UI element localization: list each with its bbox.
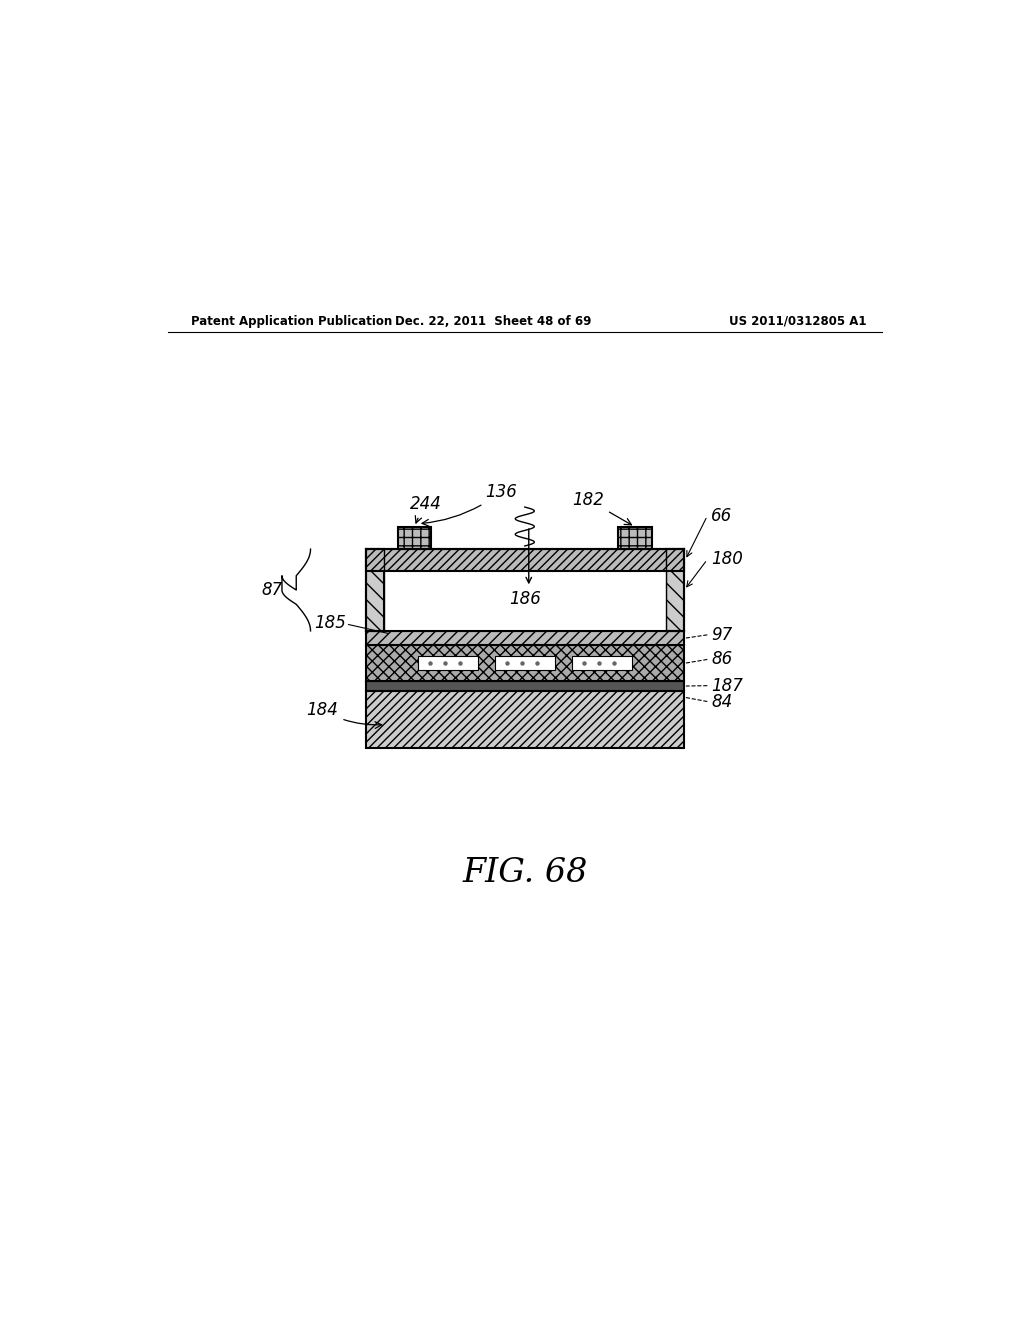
Bar [495,656,555,671]
Text: 84: 84 [712,693,732,710]
Bar [367,645,684,681]
Text: US 2011/0312805 A1: US 2011/0312805 A1 [728,315,866,327]
Bar [572,656,632,671]
Text: 66: 66 [712,507,732,525]
Text: 187: 187 [712,677,743,694]
Text: 184: 184 [306,701,382,729]
Bar [367,549,684,572]
Bar [666,549,684,631]
Text: 86: 86 [712,651,732,668]
Bar [397,527,431,549]
Text: 180: 180 [712,550,743,569]
Text: Patent Application Publication: Patent Application Publication [191,315,393,327]
Bar [618,527,652,549]
Bar [384,549,666,631]
Bar [418,656,477,671]
Text: FIG. 68: FIG. 68 [462,857,588,888]
Text: 136: 136 [422,483,517,527]
Text: 244: 244 [410,495,441,523]
Text: 182: 182 [572,491,632,525]
Bar [367,631,684,645]
Bar [367,681,684,692]
Text: 186: 186 [509,590,541,609]
Bar [367,692,684,748]
Bar [367,549,384,631]
Text: Dec. 22, 2011  Sheet 48 of 69: Dec. 22, 2011 Sheet 48 of 69 [395,315,591,327]
Text: 185: 185 [314,614,346,632]
Text: 97: 97 [712,626,732,644]
Text: 87: 87 [262,581,283,599]
